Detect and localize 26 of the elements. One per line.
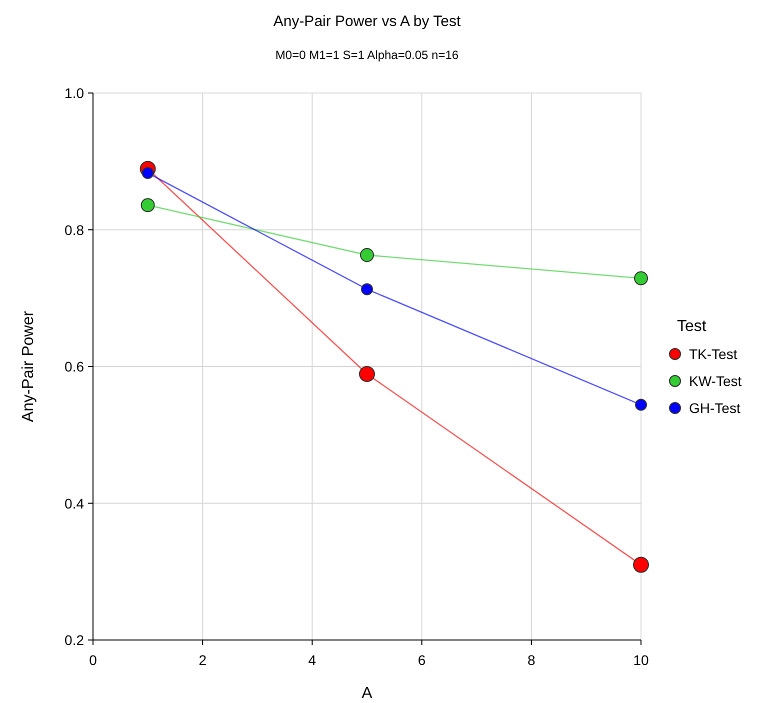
legend-label: GH-Test [689,400,740,416]
point [634,271,648,286]
x-tick-label: 0 [89,652,98,668]
y-axis-title: Any-Pair Power [20,310,37,422]
x-axis-title: A [362,685,373,702]
x-tick-label: 10 [633,652,649,668]
y-tick-label: 1.0 [64,85,84,101]
legend-title: Test [677,318,707,335]
x-tick-label: 6 [418,652,426,668]
legend-label: KW-Test [689,373,742,389]
y-tick-label: 0.2 [64,632,84,648]
chart-title: Any-Pair Power vs A by Test [273,13,462,30]
point [633,556,649,573]
x-tick-label: 8 [528,652,536,668]
x-tick-label: 2 [198,652,207,668]
point [360,248,374,262]
point [361,283,373,296]
x-tick-label: 4 [308,652,316,668]
legend-label: TK-Test [689,346,738,362]
y-tick-label: 0.6 [64,358,84,374]
y-tick-label: 0.8 [64,222,84,238]
point [359,366,375,382]
point [635,398,647,411]
point [140,198,155,212]
chart-subtitle: M0=0 M1=1 S=1 Alpha=0.05 n=16 [275,48,459,62]
y-tick-label: 0.4 [64,495,84,512]
